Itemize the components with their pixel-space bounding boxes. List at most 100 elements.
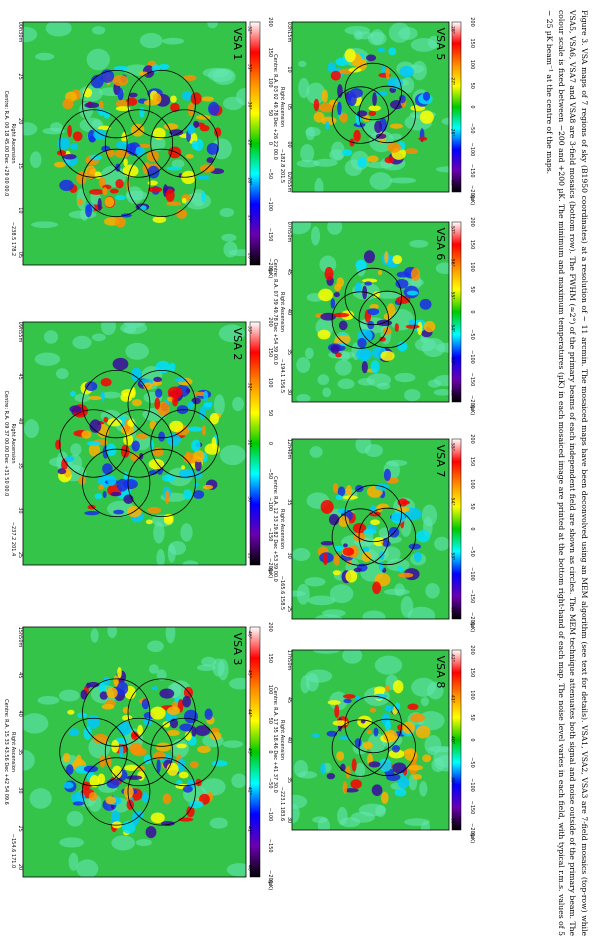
colorbar-tick-label: 50 <box>267 110 273 116</box>
ra-tick-label: 35 <box>286 499 292 505</box>
beam-circle <box>358 507 416 566</box>
map-centre-label: Centre: R.A. 03 02 49.78 Dec +26 22 00.0 <box>272 54 278 160</box>
map-panel: 200 150 100 50 0 −50 −100 −150 −200(µK) VSA 7 12h4… <box>272 434 475 632</box>
dec-tick-label: 30° <box>247 102 253 110</box>
map-title: VSA 6 <box>434 228 447 261</box>
colorbar-tick-label: 150 <box>267 48 273 58</box>
beam-circle <box>127 69 196 139</box>
colorbar-tick-label: −100 <box>469 778 475 792</box>
dec-tick-label: 30° <box>247 496 253 504</box>
map-minmax-label: −154.6 171.0 <box>10 834 16 868</box>
beam-circle <box>127 757 196 826</box>
ra-tick-label: 20 <box>17 864 23 870</box>
ra-tick-label: 30 <box>286 817 292 823</box>
dec-tick-label: 45° <box>247 670 253 678</box>
ra-tick-label: 30 <box>17 507 23 513</box>
beam-circle <box>150 109 219 178</box>
ra-tick-label: 20 <box>17 118 23 124</box>
colorbar-tick-label: 0 <box>469 527 475 530</box>
dec-tick-label: 38° <box>450 818 456 826</box>
ra-tick-label: 40 <box>17 710 23 716</box>
dec-tick-label: 29° <box>247 140 253 148</box>
dec-tick-label: 27° <box>247 215 253 223</box>
dec-tick-label: 55° <box>450 443 456 451</box>
map-frame <box>291 221 450 403</box>
colorbar-tick-label: 50 <box>267 718 273 724</box>
dec-tick-label: 42° <box>247 787 253 795</box>
dec-tick-label: 57° <box>450 226 456 234</box>
colorbar-tick-label: −200 <box>267 558 273 572</box>
ra-tick-label: 30 <box>17 787 23 793</box>
ra-tick-label: 45 <box>17 672 23 678</box>
ra-tick-label: 09h55m <box>17 322 23 343</box>
colorbar-unit: (µK) <box>469 833 475 843</box>
ra-tick-label: 25 <box>286 606 292 612</box>
ra-tick-label: 12h40m <box>286 439 292 460</box>
colorbar-tick-label: −150 <box>267 528 273 542</box>
map-centre-label: Centre: R.A. 17 35 18.46 Dec +41 37 30.0 <box>272 687 278 793</box>
colorbar-unit: (µK) <box>469 622 475 632</box>
dec-tick-label: 40° <box>247 865 253 873</box>
colorbar-tick-label: 150 <box>469 240 475 250</box>
colorbar-tick-label: 200 <box>267 317 273 327</box>
colorbar-tick-label: −150 <box>469 164 475 178</box>
dec-tick-label: 32° <box>247 383 253 391</box>
colorbar-tick-label: −50 <box>267 469 273 480</box>
beam-circle <box>344 62 402 121</box>
colorbar-unit: (µK) <box>469 405 475 415</box>
dec-tick-label: 28° <box>450 26 456 34</box>
ra-tick-label: 30 <box>286 552 292 558</box>
ra-tick-label: 35 <box>286 349 292 355</box>
colorbar-tick-label: 150 <box>267 653 273 663</box>
map-minmax-label: −182.8 201.5 <box>279 149 285 183</box>
map-panel: 200 150 100 50 0 −50 −100 −150 −200(µK) VSA 2 09h5… <box>3 317 273 578</box>
beam-circle <box>104 409 174 478</box>
ra-axis-label: Right Ascension <box>279 509 285 549</box>
colorbar-tick-label: 50 <box>469 503 475 509</box>
map-centre-label: Centre: R.A. 09 37 00.00 Dec +31 50 00.0 <box>3 391 9 497</box>
ra-tick-label: 25 <box>17 825 23 831</box>
ra-axis-label: Right Ascension <box>10 732 16 772</box>
ra-tick-label: 00h30m <box>17 22 23 43</box>
ra-tick-label: 00 <box>286 141 292 147</box>
ra-tick-label: 35 <box>17 749 23 755</box>
colorbar-tick-label: 50 <box>469 83 475 89</box>
map-minmax-label: −223.1 183.6 <box>279 787 285 821</box>
map-panel: 200 150 100 50 0 −50 −100 −150 −200(µK) VSA 8 17h5… <box>272 645 475 843</box>
colorbar <box>249 21 261 266</box>
dec-tick-label: 27° <box>450 77 456 85</box>
map-minmax-label: −194.1 156.5 <box>279 359 285 393</box>
map-blobs <box>292 222 449 402</box>
map-blobs <box>23 22 246 258</box>
colorbar-tick-label: −150 <box>469 590 475 604</box>
map-frame <box>291 649 450 831</box>
ra-tick-label: 40 <box>17 418 23 424</box>
map-title: VSA 2 <box>231 328 244 361</box>
map-blobs <box>292 650 449 830</box>
beam-circle <box>82 369 151 439</box>
dec-tick-label: 46° <box>247 631 253 639</box>
colorbar <box>451 21 462 193</box>
colorbar-tick-label: −50 <box>267 778 273 789</box>
ra-tick-label: 40 <box>286 309 292 315</box>
ra-tick-label: 45 <box>17 373 23 379</box>
colorbar-tick-label: −100 <box>469 350 475 364</box>
colorbar-tick-label: −50 <box>469 757 475 768</box>
colorbar-tick-label: −100 <box>267 808 273 822</box>
beam-circle <box>127 448 196 518</box>
dec-tick-label: 32° <box>247 26 253 34</box>
colorbar-tick-label: 50 <box>469 286 475 292</box>
dec-tick-label: 39° <box>450 777 456 785</box>
dec-tick-label: 44° <box>247 709 253 717</box>
colorbar-tick-label: 200 <box>469 17 475 27</box>
map-title: VSA 7 <box>434 445 447 478</box>
colorbar-tick-label: −200 <box>469 823 475 837</box>
ra-tick-label: 10 <box>286 66 292 72</box>
ra-tick-label: 17h50m <box>286 650 292 671</box>
colorbar-tick-label: −200 <box>469 185 475 199</box>
map-frame <box>22 626 247 878</box>
map-frame <box>22 21 247 266</box>
colorbar-unit: (µK) <box>267 568 273 578</box>
colorbar-tick-label: 50 <box>267 410 273 416</box>
